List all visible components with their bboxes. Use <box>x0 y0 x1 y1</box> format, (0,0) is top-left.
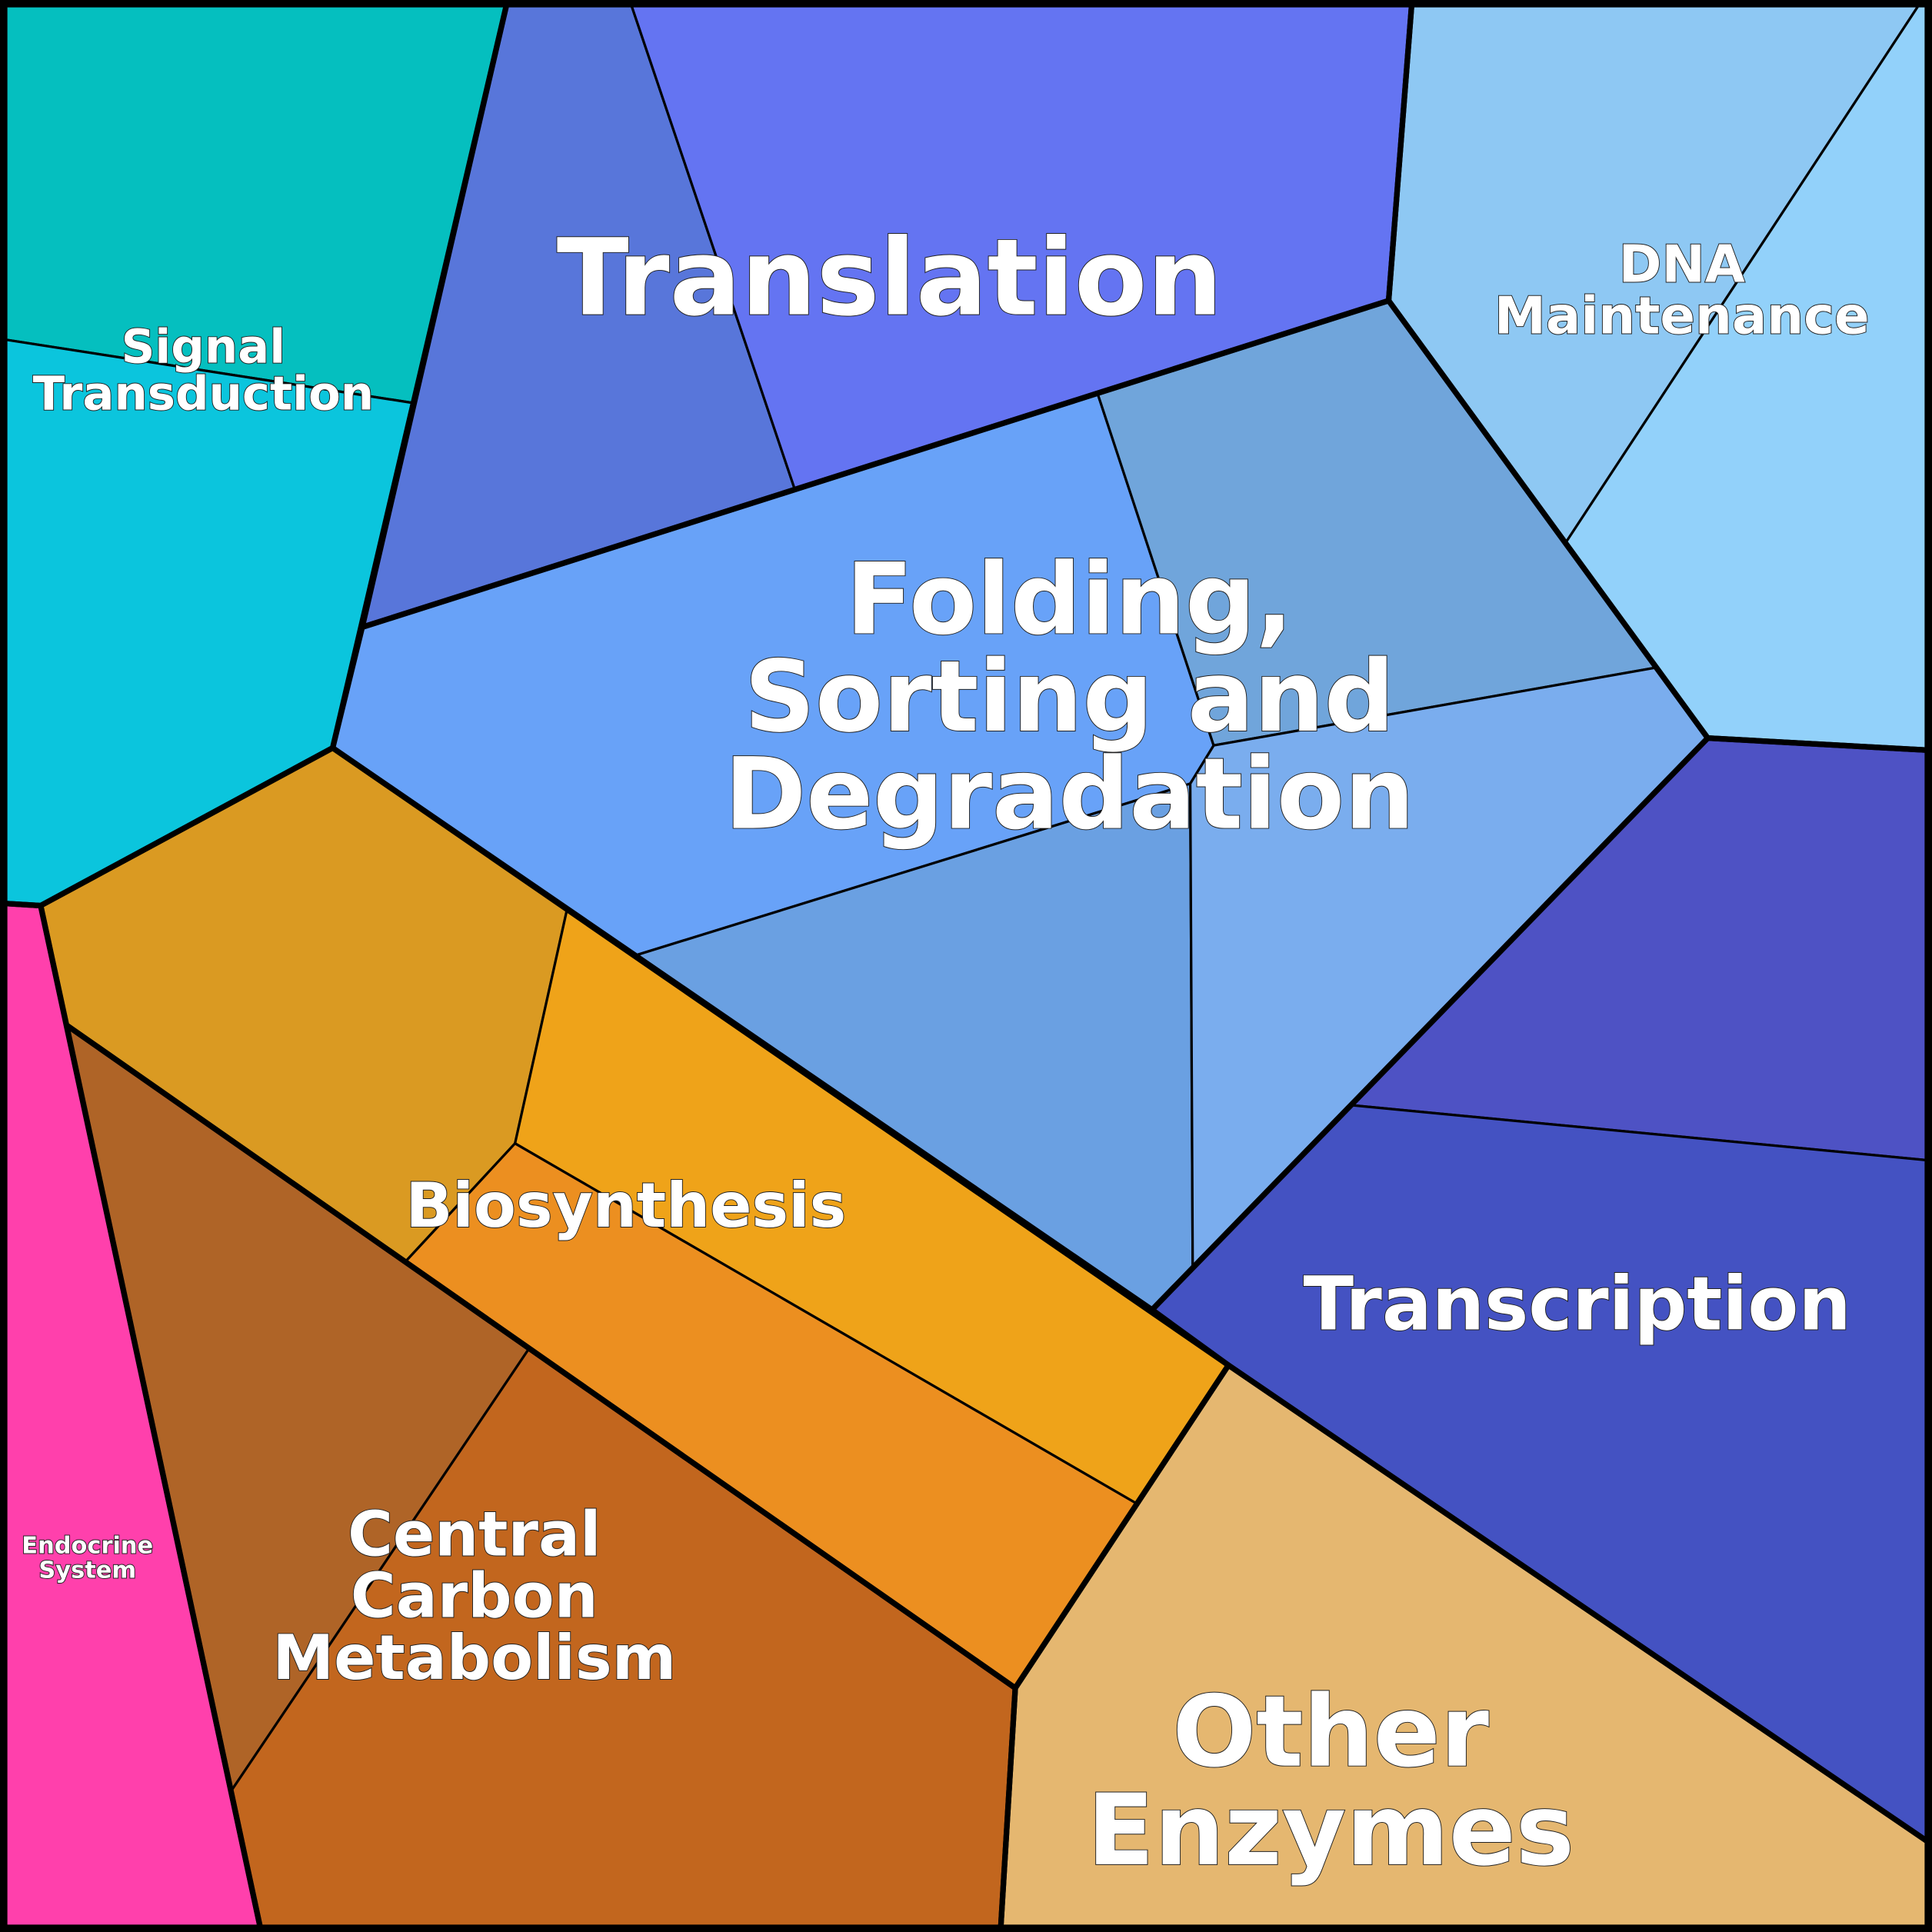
region-outline-endocrine-system <box>0 900 265 1932</box>
region-label-central-carbon-metabolism: Central Carbon Metabolism <box>272 1499 676 1694</box>
region-label-line: DNA <box>1619 234 1745 294</box>
region-label-dna-maintenance: DNA Maintenance <box>1494 234 1870 345</box>
region-label-line: Central <box>348 1499 601 1571</box>
region-label-line: Metabolism <box>272 1622 676 1694</box>
region-label-signal-transduction: Signal Transduction <box>33 319 375 421</box>
region-label-line: System <box>38 1557 136 1584</box>
region-label-line: Degradation <box>724 738 1414 852</box>
region-label-folding-sorting-and-degradation: Folding, Sorting and Degradation <box>724 542 1414 851</box>
region-label-line: Maintenance <box>1494 286 1870 346</box>
region-label-line: Sorting and <box>744 640 1395 754</box>
region-label-line: Biosynthesis <box>405 1170 846 1241</box>
region-label-line: Transcription <box>1303 1261 1850 1347</box>
region-label-line: Folding, <box>846 542 1294 657</box>
region-label-line: Carbon <box>351 1561 598 1632</box>
region-label-translation: Translation <box>557 217 1223 340</box>
region-label-endocrine-system: Endocrine System <box>22 1533 153 1584</box>
region-label-line: Transduction <box>33 366 375 421</box>
region-label-other-enzymes: Other Enzymes <box>1087 1675 1574 1888</box>
region-label-biosynthesis: Biosynthesis <box>405 1170 846 1241</box>
region-label-line: Endocrine <box>22 1533 153 1560</box>
region-label-line: Enzymes <box>1087 1774 1574 1888</box>
region-label-line: Other <box>1172 1675 1489 1790</box>
region-label-line: Translation <box>557 217 1223 340</box>
region-label-transcription: Transcription <box>1303 1261 1850 1347</box>
region-label-line: Signal <box>122 319 286 374</box>
